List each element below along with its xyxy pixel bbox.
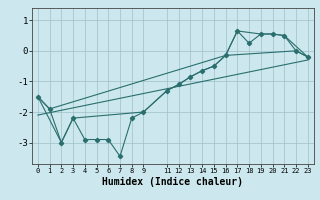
X-axis label: Humidex (Indice chaleur): Humidex (Indice chaleur) <box>102 177 243 187</box>
